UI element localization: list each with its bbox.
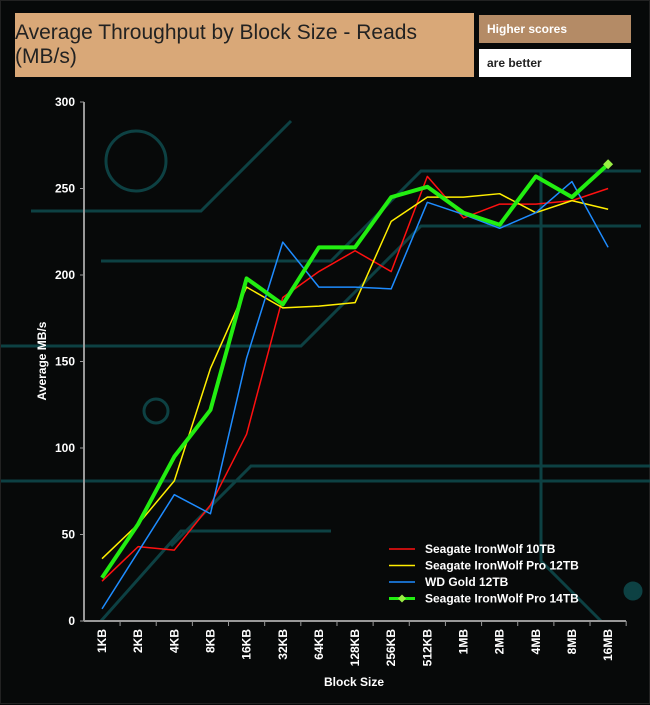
series-line-3: [102, 164, 608, 577]
legend-label: Seagate IronWolf Pro 14TB: [425, 592, 579, 606]
x-tick-label: 16MB: [601, 629, 615, 661]
y-tick-label: 250: [55, 182, 75, 196]
x-tick-label: 2KB: [131, 629, 145, 653]
y-tick-label: 0: [68, 614, 75, 628]
x-tick-label: 64KB: [312, 629, 326, 660]
y-tick-label: 50: [62, 528, 76, 542]
y-tick-label: 100: [55, 441, 75, 455]
y-tick-label: 200: [55, 268, 75, 282]
x-tick-label: 2MB: [493, 629, 507, 655]
legend-label: Seagate IronWolf 10TB: [425, 542, 556, 556]
x-tick-label: 4KB: [167, 629, 181, 653]
x-axis-label: Block Size: [324, 675, 384, 689]
series-line-0: [102, 176, 608, 581]
legend-label: Seagate IronWolf Pro 12TB: [425, 559, 579, 573]
x-tick-label: 16KB: [240, 629, 254, 660]
x-tick-label: 8KB: [203, 629, 217, 653]
x-tick-label: 1MB: [457, 629, 471, 655]
x-tick-label: 256KB: [384, 629, 398, 667]
x-tick-label: 1KB: [95, 629, 109, 653]
legend-label: WD Gold 12TB: [425, 575, 509, 589]
x-tick-label: 8MB: [565, 629, 579, 655]
x-tick-label: 32KB: [276, 629, 290, 660]
y-tick-label: 150: [55, 355, 75, 369]
y-axis-label: Average MB/s: [35, 321, 49, 400]
x-tick-label: 512KB: [420, 629, 434, 667]
x-tick-label: 128KB: [348, 629, 362, 667]
legend-marker: [398, 595, 406, 603]
y-tick-label: 300: [55, 95, 75, 109]
x-tick-label: 4MB: [529, 629, 543, 655]
